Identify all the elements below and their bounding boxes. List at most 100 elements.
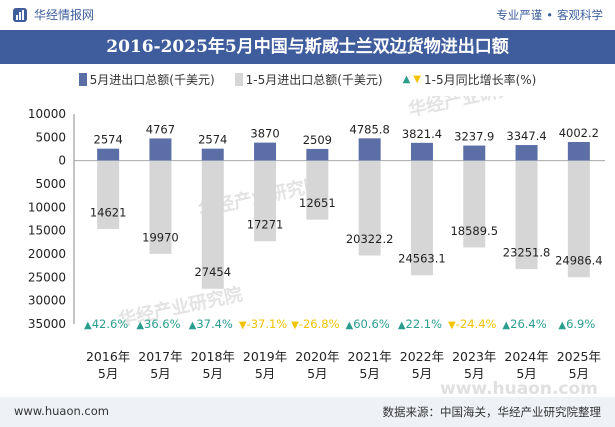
triangle-up-icon: ▲ bbox=[136, 320, 144, 331]
footer-url[interactable]: www.huaon.com bbox=[14, 404, 109, 418]
y-tick-label: 20000 bbox=[28, 247, 66, 261]
brand-logo-icon bbox=[13, 7, 27, 22]
triangle-down-icon: ▼ bbox=[291, 320, 299, 331]
legend-swatch-monthly bbox=[78, 73, 87, 86]
growth-value: 22.1% bbox=[406, 317, 443, 331]
growth-label: ▲42.6% bbox=[84, 317, 128, 331]
x-tick-label-month: 5月 bbox=[464, 366, 484, 381]
bar-monthly bbox=[410, 142, 433, 161]
x-tick-label-month: 5月 bbox=[255, 366, 275, 381]
growth-value: 42.6% bbox=[92, 317, 129, 331]
bar-monthly bbox=[201, 148, 224, 161]
top-bar: 华经情报网 专业严谨 • 客观科学 bbox=[0, 0, 615, 28]
bar-monthly bbox=[358, 138, 381, 161]
triangle-up-icon: ▲ bbox=[398, 320, 406, 331]
growth-label: ▲36.6% bbox=[136, 317, 180, 331]
watermark-text: 华经产业研究院 bbox=[406, 96, 534, 121]
data-label-cumulative: 20322.2 bbox=[346, 232, 394, 246]
legend-item-monthly[interactable]: 5月进出口总额(千美元) bbox=[78, 71, 215, 88]
data-label-cumulative: 19970 bbox=[142, 230, 179, 244]
bar-cumulative bbox=[149, 160, 172, 254]
x-tick-label: 2024年 bbox=[504, 349, 548, 364]
growth-value: 36.6% bbox=[144, 317, 181, 331]
slogan-left: 专业严谨 bbox=[496, 8, 543, 22]
slogan: 专业严谨 • 客观科学 bbox=[496, 7, 603, 23]
growth-label: ▼-37.1% bbox=[239, 317, 287, 331]
data-label-cumulative: 18589.5 bbox=[450, 224, 498, 238]
data-label-cumulative: 17271 bbox=[247, 218, 284, 232]
data-label-cumulative: 24563.1 bbox=[398, 252, 446, 266]
bar-cumulative bbox=[358, 160, 381, 256]
data-label-monthly: 3237.9 bbox=[454, 130, 494, 144]
bar-monthly bbox=[463, 145, 486, 161]
x-tick-label: 2022年 bbox=[400, 349, 444, 364]
data-label-monthly: 4785.8 bbox=[350, 122, 390, 136]
data-label-cumulative: 23251.8 bbox=[503, 246, 551, 260]
chart-legend: 5月进出口总额(千美元) 1-5月进出口总额(千美元) ▲ ▼ 1-5月同比增长… bbox=[0, 71, 615, 88]
footer: www.huaon.com 数据来源：中国海关，华经产业研究院整理 bbox=[0, 397, 615, 427]
triangle-up-icon: ▲ bbox=[402, 74, 411, 85]
x-tick-label-month: 5月 bbox=[359, 366, 379, 381]
growth-value: 26.4% bbox=[510, 317, 547, 331]
triangle-up-icon: ▲ bbox=[502, 320, 510, 331]
legend-swatch-cumulative bbox=[234, 73, 243, 86]
data-label-cumulative: 14621 bbox=[90, 205, 127, 219]
legend-label-cumulative: 1-5月进出口总额(千美元) bbox=[245, 73, 383, 87]
bar-monthly bbox=[306, 148, 329, 161]
brand[interactable]: 华经情报网 bbox=[12, 6, 94, 23]
y-tick-label: 5000 bbox=[35, 177, 66, 191]
growth-label: ▼-24.4% bbox=[448, 317, 496, 331]
bar-monthly bbox=[567, 141, 590, 161]
x-tick-label: 2021年 bbox=[347, 349, 391, 364]
growth-value: -37.1% bbox=[247, 317, 288, 331]
triangle-down-icon: ▼ bbox=[239, 320, 247, 331]
y-tick-label: 5000 bbox=[35, 130, 66, 144]
growth-value: -24.4% bbox=[456, 317, 497, 331]
y-tick-label: 10000 bbox=[28, 107, 66, 121]
x-tick-label-month: 5月 bbox=[516, 366, 536, 381]
x-tick-label: 2018年 bbox=[191, 349, 235, 364]
x-tick-label: 2016年 bbox=[86, 349, 130, 364]
bar-cumulative bbox=[463, 160, 486, 248]
bar-cumulative bbox=[410, 160, 433, 276]
footer-source: 数据来源：中国海关，华经产业研究院整理 bbox=[382, 405, 602, 419]
y-tick-label: 30000 bbox=[28, 294, 66, 308]
growth-label: ▲37.4% bbox=[189, 317, 233, 331]
bar-monthly bbox=[515, 145, 538, 161]
triangle-down-icon: ▼ bbox=[413, 74, 421, 85]
x-tick-label: 2019年 bbox=[243, 349, 287, 364]
x-tick-label: 2025年 bbox=[557, 349, 601, 364]
x-tick-label-month: 5月 bbox=[569, 366, 589, 381]
data-label-monthly: 4767 bbox=[146, 122, 175, 136]
bar-cumulative bbox=[306, 160, 329, 220]
legend-label-monthly: 5月进出口总额(千美元) bbox=[89, 73, 215, 87]
legend-item-cumulative[interactable]: 1-5月进出口总额(千美元) bbox=[234, 71, 383, 88]
chart-plot: 华经产业研究院华经产业研究院华经产业研究院www.huaon.com100005… bbox=[28, 96, 605, 397]
y-tick-label: 15000 bbox=[28, 224, 66, 238]
data-label-monthly: 2509 bbox=[303, 133, 332, 147]
y-tick-label: 0 bbox=[58, 154, 66, 168]
y-tick-label: 35000 bbox=[28, 317, 66, 331]
bar-cumulative bbox=[97, 160, 120, 229]
data-label-monthly: 3821.4 bbox=[402, 127, 442, 141]
bar-cumulative bbox=[201, 160, 224, 289]
growth-value: -26.8% bbox=[299, 317, 340, 331]
bar-cumulative bbox=[254, 160, 277, 242]
bar-monthly bbox=[149, 138, 172, 161]
y-tick-label: 10000 bbox=[28, 200, 66, 214]
x-tick-label: 2023年 bbox=[452, 349, 496, 364]
x-tick-label-month: 5月 bbox=[150, 366, 170, 381]
bar-monthly bbox=[254, 142, 277, 161]
legend-item-growth[interactable]: ▲ ▼ 1-5月同比增长率(%) bbox=[403, 71, 537, 88]
data-label-monthly: 4002.2 bbox=[559, 126, 599, 140]
growth-label: ▲6.9% bbox=[558, 317, 595, 331]
chart-title: 2016-2025年5月中国与斯威士兰双边货物进出口额 bbox=[0, 30, 615, 64]
triangle-up-icon: ▲ bbox=[84, 320, 92, 331]
slogan-separator: • bbox=[546, 8, 553, 22]
bar-monthly bbox=[97, 148, 120, 161]
x-tick-label-month: 5月 bbox=[307, 366, 327, 381]
watermark-url: www.huaon.com bbox=[440, 379, 598, 397]
triangle-up-icon: ▲ bbox=[346, 320, 354, 331]
growth-label: ▲22.1% bbox=[398, 317, 442, 331]
y-tick-label: 25000 bbox=[28, 270, 66, 284]
